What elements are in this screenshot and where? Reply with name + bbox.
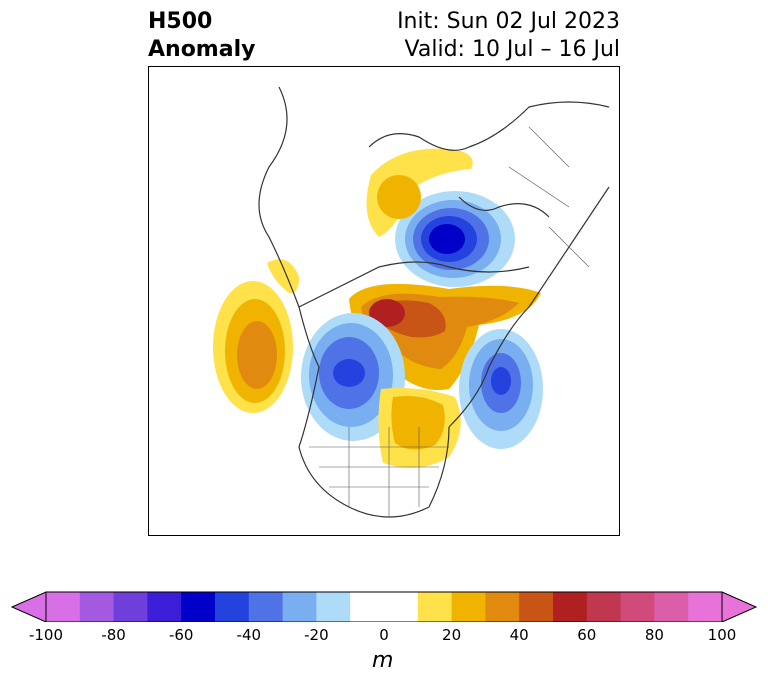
colorbar-bin (485, 592, 520, 622)
colorbar-bin (586, 592, 622, 622)
alaska-positive-anomaly (213, 259, 299, 413)
title-variable: H500 (148, 9, 213, 34)
title-type: Anomaly (148, 37, 256, 62)
colorbar-tick-label: -100 (28, 626, 64, 644)
map-panel (148, 66, 620, 536)
colorbar-bin (688, 592, 723, 622)
colorbar-tick-label: 20 (442, 626, 462, 644)
atlantic-negative-anomaly (459, 329, 543, 449)
colorbar-tick-label: -40 (236, 626, 262, 644)
colorbar-bin (46, 592, 81, 622)
colorbar-border (45, 591, 723, 622)
coastlines (258, 86, 610, 518)
colorbar-bin (113, 592, 148, 622)
colorbar-tick-label: -80 (101, 626, 126, 644)
colorbar-bin (384, 592, 419, 622)
anomaly-map (213, 86, 610, 518)
colorbar-tick-label: 0 (379, 626, 389, 644)
colorbar-bin (620, 592, 655, 622)
colorbar-bin (654, 592, 689, 622)
colorbar-max-extend (721, 591, 758, 622)
colorbar-tick-label: 100 (707, 626, 737, 644)
colorbar (10, 591, 758, 622)
title-left: H500 Anomaly (148, 8, 255, 64)
colorbar-bin (181, 592, 216, 622)
colorbar-tick-label: 80 (644, 626, 664, 644)
borders (309, 126, 590, 517)
colorbar-tick-label: -20 (304, 626, 329, 644)
valid-range: Valid: 10 Jul – 16 Jul (404, 37, 620, 62)
title-right: Init: Sun 02 Jul 2023 Valid: 10 Jul – 16… (397, 8, 620, 64)
siberia-negative-anomaly (395, 191, 515, 287)
colorbar-min-extend (10, 591, 47, 622)
colorbar-bin (451, 592, 486, 622)
colorbar-tick-label: 40 (509, 626, 529, 644)
europe-positive-anomaly (366, 148, 473, 237)
colorbar-bin (215, 592, 250, 622)
colorbar-tick-label: 60 (577, 626, 597, 644)
colorbar-bin (316, 592, 351, 622)
east-canada-positive-anomaly (378, 388, 461, 468)
colorbar-bin (553, 592, 588, 622)
colorbar-bin (519, 592, 554, 622)
colorbar-bin (147, 592, 182, 622)
colorbar-tick-label: -60 (168, 626, 194, 644)
colorbar-units: m (372, 648, 394, 673)
colorbar-bin (79, 592, 115, 622)
colorbar-bin (350, 592, 385, 622)
colorbar-bin (282, 592, 317, 622)
colorbar-bin (417, 592, 453, 622)
colorbar-bin (248, 592, 284, 622)
init-date: Init: Sun 02 Jul 2023 (397, 9, 620, 34)
